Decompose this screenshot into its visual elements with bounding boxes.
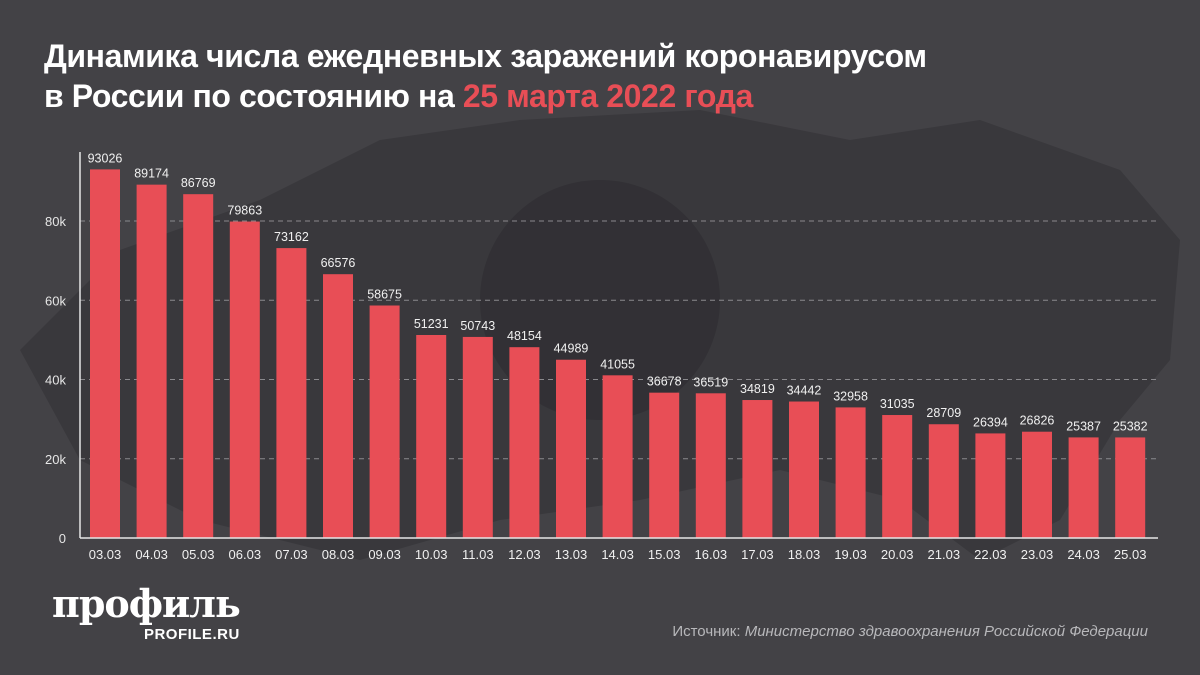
x-tick-label: 10.03	[415, 547, 448, 562]
source-label: Источник:	[672, 623, 745, 640]
bar	[90, 169, 120, 539]
x-tick-label: 20.03	[881, 547, 914, 562]
x-tick-label: 11.03	[462, 547, 494, 562]
x-tick-label: 06.03	[229, 547, 262, 562]
x-tick-label: 04.03	[135, 547, 168, 562]
data-label: 86769	[181, 176, 216, 190]
x-tick-label: 12.03	[508, 547, 541, 562]
bar	[649, 392, 680, 538]
x-tick-label: 08.03	[322, 547, 355, 562]
data-label: 31035	[880, 397, 915, 411]
bar	[835, 407, 866, 538]
bar	[1022, 431, 1052, 538]
title-line-1: Динамика числа ежедневных заражений коро…	[44, 38, 927, 74]
data-label: 66576	[321, 256, 356, 270]
bar	[183, 194, 214, 538]
source-note: Источник: Министерство здравоохранения Р…	[672, 623, 1148, 640]
y-tick-label: 80k	[45, 214, 66, 229]
bar	[882, 415, 913, 538]
bar	[602, 375, 633, 538]
x-tick-label: 18.03	[788, 547, 821, 562]
data-label: 26826	[1020, 414, 1055, 428]
x-tick-label: 19.03	[834, 547, 867, 562]
bar	[1115, 437, 1146, 538]
bar	[556, 359, 586, 538]
bar	[695, 393, 726, 538]
x-tick-label: 07.03	[275, 547, 308, 562]
x-tick-label: 14.03	[601, 547, 634, 562]
data-label: 28709	[926, 406, 961, 420]
virus-icon	[480, 180, 720, 420]
source-text: Министерство здравоохранения Российской …	[744, 623, 1148, 640]
bar	[276, 248, 307, 538]
bar	[509, 347, 540, 538]
title-date: 25 марта 2022 года	[462, 78, 753, 114]
chart-title: Динамика числа ежедневных заражений коро…	[44, 36, 927, 116]
x-tick-label: 21.03	[928, 547, 961, 562]
bar	[742, 400, 773, 538]
data-label: 26394	[973, 415, 1008, 429]
y-tick-label: 40k	[45, 373, 66, 388]
data-label: 34819	[740, 382, 775, 396]
data-label: 34442	[787, 384, 822, 398]
data-label: 48154	[507, 329, 542, 343]
data-label: 73162	[274, 230, 309, 244]
bar	[136, 184, 167, 539]
x-tick-label: 24.03	[1067, 547, 1100, 562]
data-label: 93026	[88, 151, 123, 165]
x-tick-label: 15.03	[648, 547, 681, 562]
profile-logo: профиль PROFILE.RU	[52, 581, 241, 644]
title-prefix: в России по состоянию на	[44, 78, 463, 114]
x-tick-label: 25.03	[1114, 547, 1147, 562]
data-label: 79863	[227, 204, 262, 218]
bar	[928, 424, 959, 538]
x-tick-label: 13.03	[555, 547, 588, 562]
data-label: 25387	[1066, 419, 1101, 433]
bar	[229, 221, 260, 539]
data-label: 51231	[414, 317, 449, 331]
x-tick-label: 22.03	[974, 547, 1007, 562]
y-tick-label: 20k	[45, 452, 66, 467]
x-tick-label: 03.03	[89, 547, 122, 562]
x-tick-label: 23.03	[1021, 547, 1054, 562]
y-tick-label: 0	[59, 531, 66, 546]
y-tick-label: 60k	[45, 293, 66, 308]
data-label: 41055	[600, 357, 635, 371]
data-label: 36519	[693, 375, 728, 389]
data-label: 25382	[1113, 419, 1148, 433]
bar	[416, 334, 447, 538]
data-label: 89174	[134, 167, 169, 181]
data-label: 50743	[460, 319, 495, 333]
data-label: 44989	[554, 342, 589, 356]
logo-url: PROFILE.RU	[143, 626, 240, 643]
data-label: 58675	[367, 288, 402, 302]
title-line-2: в России по состоянию на 25 марта 2022 г…	[44, 76, 927, 116]
x-tick-label: 05.03	[182, 547, 215, 562]
data-label: 36678	[647, 375, 682, 389]
bar	[462, 336, 493, 538]
data-label: 32958	[833, 389, 868, 403]
bar	[369, 305, 400, 538]
bar	[789, 401, 819, 538]
x-tick-label: 16.03	[695, 547, 728, 562]
logo-name: профиль	[52, 581, 241, 626]
bar	[323, 274, 353, 538]
bar	[1068, 437, 1099, 538]
x-tick-label: 09.03	[368, 547, 401, 562]
x-tick-label: 17.03	[741, 547, 774, 562]
bar	[975, 433, 1006, 538]
